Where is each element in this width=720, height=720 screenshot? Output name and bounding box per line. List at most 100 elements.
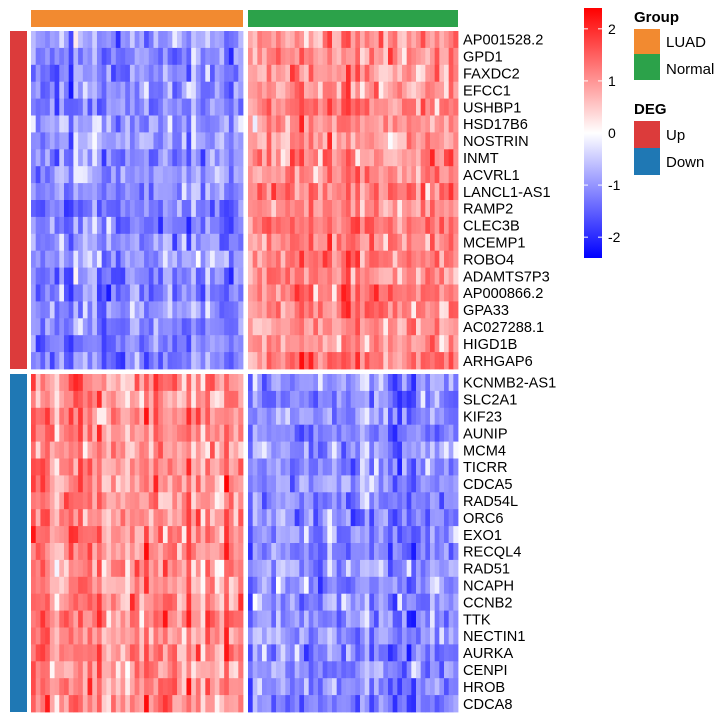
heatmap-cell — [73, 115, 79, 133]
heatmap-cell — [63, 695, 70, 713]
heatmap-cell — [369, 390, 375, 409]
heatmap-cell — [444, 335, 450, 353]
heatmap-cell — [31, 407, 37, 426]
heatmap-cell — [266, 543, 272, 561]
heatmap-cell — [360, 475, 366, 493]
heatmap-cell — [448, 200, 454, 218]
heatmap-cell — [369, 301, 375, 319]
heatmap-cell — [205, 284, 211, 302]
heatmap-cell — [308, 352, 314, 370]
heatmap-cell — [181, 250, 187, 268]
heatmap-cell — [355, 98, 361, 116]
heatmap-cell — [336, 407, 342, 426]
heatmap-cell — [294, 250, 300, 268]
heatmap-cell — [364, 284, 370, 302]
heatmap-cell — [78, 31, 84, 49]
heatmap-cell — [129, 492, 136, 510]
heatmap-cell — [411, 644, 417, 662]
heatmap-cell — [134, 284, 140, 302]
heatmap-cell — [54, 98, 60, 116]
heatmap-cell — [294, 627, 300, 645]
heatmap-cell — [101, 250, 107, 268]
heatmap-cell — [134, 166, 140, 184]
heatmap-cell — [304, 81, 310, 99]
heatmap-cell — [82, 441, 88, 459]
heatmap-cell — [186, 678, 192, 696]
heatmap-cell — [191, 475, 197, 493]
heatmap-cell — [68, 695, 74, 713]
heatmap-cell — [350, 64, 356, 83]
heatmap-cell — [219, 166, 225, 184]
heatmap-cell — [54, 458, 60, 476]
heatmap-cell — [308, 644, 314, 662]
heatmap-cell — [40, 492, 46, 510]
scale-tick-label: 1 — [608, 73, 616, 89]
heatmap-cell — [68, 576, 74, 595]
heatmap-cell — [238, 475, 244, 493]
heatmap-cell — [383, 492, 389, 510]
heatmap-cell — [280, 166, 286, 184]
heatmap-cell — [172, 458, 178, 476]
heatmap-cell — [411, 31, 417, 49]
heatmap-cell — [214, 183, 220, 201]
heatmap-cell — [148, 216, 154, 235]
heatmap-cell — [167, 559, 173, 578]
heatmap-cell — [378, 695, 384, 713]
heatmap-cell — [257, 509, 263, 527]
heatmap-cell — [257, 492, 263, 510]
heatmap-cell — [266, 644, 272, 662]
heatmap-cell — [115, 610, 121, 628]
heatmap-cell — [327, 115, 333, 133]
heatmap-cell — [304, 559, 310, 578]
heatmap-cell — [73, 166, 79, 184]
heatmap-cell — [40, 166, 46, 184]
heatmap-cell — [63, 216, 70, 235]
heatmap-cell — [92, 424, 98, 442]
heatmap-cell — [453, 559, 459, 578]
heatmap-cell — [266, 374, 272, 392]
heatmap-cell — [280, 183, 286, 201]
gene-label-ccnb2: CCNB2 — [463, 595, 512, 611]
heatmap-cell — [172, 610, 178, 628]
heatmap-cell — [425, 475, 431, 493]
heatmap-cell — [181, 526, 187, 544]
heatmap-cell — [346, 267, 352, 285]
heatmap-cell — [158, 644, 164, 662]
heatmap-cell — [332, 374, 338, 392]
heatmap-cell — [59, 678, 65, 696]
heatmap-cell — [96, 407, 103, 426]
heatmap-cell — [181, 31, 187, 49]
heatmap-cell — [214, 284, 220, 302]
heatmap-cell — [420, 543, 426, 561]
heatmap-cell — [448, 284, 454, 302]
heatmap-cell — [238, 81, 244, 99]
heatmap-cell — [299, 509, 305, 527]
heatmap-cell — [144, 284, 150, 302]
heatmap-cell — [82, 115, 88, 133]
heatmap-cell — [374, 526, 380, 544]
heatmap-cell — [158, 424, 164, 442]
heatmap-cell — [134, 149, 140, 167]
heatmap-cell — [285, 475, 291, 493]
heatmap-cell — [31, 64, 37, 83]
heatmap-cell — [78, 250, 84, 268]
heatmap-cell — [332, 458, 338, 476]
heatmap-cell — [54, 115, 60, 133]
heatmap-cell — [139, 390, 145, 409]
heatmap-cell — [115, 216, 121, 235]
heatmap-cell — [73, 678, 79, 696]
heatmap-cell — [35, 31, 41, 49]
heatmap-cell — [214, 627, 220, 645]
heatmap-cell — [205, 98, 211, 116]
heatmap-cell — [106, 576, 112, 595]
heatmap-cell — [205, 390, 211, 409]
heatmap-cell — [290, 318, 296, 336]
heatmap-cell — [111, 610, 117, 628]
heatmap-cell — [378, 318, 384, 336]
heatmap-cell — [181, 593, 187, 611]
heatmap-cell — [280, 627, 286, 645]
heatmap-cell — [439, 559, 445, 578]
heatmap-cell — [252, 661, 258, 679]
heatmap-cell — [290, 81, 296, 99]
heatmap-cell — [78, 458, 84, 476]
